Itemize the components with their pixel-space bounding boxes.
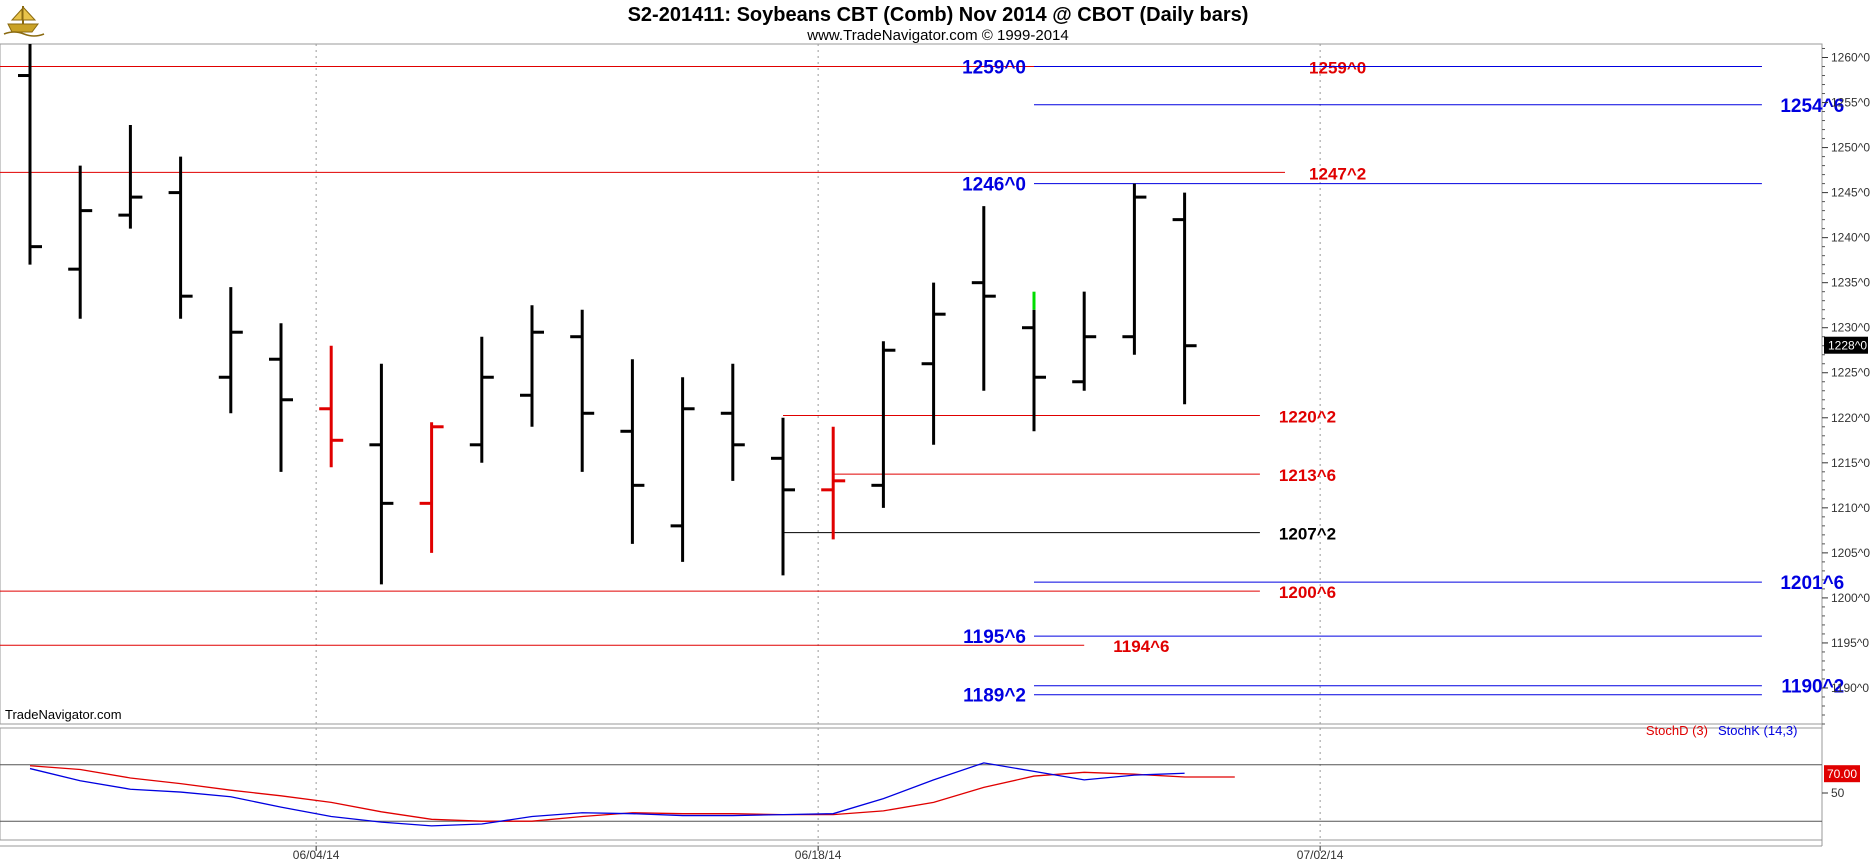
price-axis: 1260^0 1255^0 1250^0 1245^0 1240^0 1235^0 1230… [1822, 48, 1870, 725]
level-label: 1194^6 [1113, 637, 1169, 656]
ohlc-bar [670, 377, 695, 562]
golden-ship-icon [3, 5, 45, 37]
y-tick-label: 1200^0 [1831, 591, 1870, 605]
y-tick-label: 1230^0 [1831, 321, 1870, 335]
y-tick-label: 1195^0 [1831, 636, 1869, 650]
ohlc-bar [118, 125, 143, 229]
stochastic-panel: 50 70.00 StochK (14,3) StochD (3) [0, 723, 1860, 827]
price-levels: 1259^0 1259^0 1254^6 1247^2 1246^0 1220^2 1213… [0, 58, 1844, 707]
level-label: 1213^6 [1279, 466, 1336, 485]
ohlc-bar [771, 417, 795, 576]
y-tick-label: 1205^0 [1831, 546, 1870, 560]
ohlc-bar [1022, 309, 1046, 432]
y-tick-label: 1210^0 [1831, 501, 1870, 515]
y-tick-label: 1250^0 [1831, 141, 1870, 155]
level-label: 1259^0 [962, 58, 1026, 79]
y-tick-label: 1215^0 [1831, 456, 1870, 470]
header: S2-201411: Soybeans CBT (Comb) Nov 2014 … [3, 4, 1249, 44]
stoch-value-label: 70.00 [1827, 767, 1857, 781]
legend-stochd: StochD (3) [1646, 723, 1708, 738]
ohlc-bar [469, 336, 494, 463]
ohlc-bar [1172, 192, 1197, 405]
level-label: 1190^2 [1781, 677, 1844, 698]
ohlc-bar [620, 359, 645, 544]
level-label: 1200^6 [1279, 583, 1336, 602]
level-label: 1254^6 [1780, 96, 1844, 117]
legend-stochk: StochK (14,3) [1718, 723, 1798, 738]
stoch-value-badge [1824, 765, 1860, 783]
level-label: 1201^6 [1780, 573, 1844, 594]
y-tick-label: 1260^0 [1831, 51, 1870, 65]
ohlc-bar [269, 323, 293, 472]
ohlc-bar [570, 309, 595, 472]
chart-subtitle: www.TradeNavigator.com © 1999-2014 [806, 27, 1068, 44]
price-bars [18, 44, 1197, 585]
x-tick-label: 06/18/14 [795, 848, 842, 862]
ohlc-bar [971, 206, 996, 391]
last-price-label: 1228^0 [1828, 339, 1867, 353]
ohlc-bar [1072, 291, 1097, 391]
ohlc-bar [720, 363, 745, 481]
level-label: 1195^6 [963, 627, 1026, 648]
ohlc-bar [1122, 183, 1147, 355]
y-tick-label: 1225^0 [1831, 366, 1870, 380]
watermark: TradeNavigator.com [5, 707, 122, 722]
last-price-badge [1824, 336, 1868, 354]
ohlc-bar [218, 287, 243, 414]
ohlc-bar [68, 165, 93, 319]
stoch-series-line [29, 762, 1185, 827]
y-tick-label: 1220^0 [1831, 411, 1870, 425]
chart-title: S2-201411: Soybeans CBT (Comb) Nov 2014 … [628, 4, 1249, 26]
x-tick-label: 06/04/14 [293, 848, 340, 862]
y-tick-label: 1245^0 [1831, 186, 1870, 200]
y-tick-label: 1240^0 [1831, 231, 1870, 245]
level-label: 1189^2 [963, 686, 1026, 707]
ohlc-bar [18, 44, 42, 265]
y-tick-label: 1255^0 [1831, 96, 1870, 110]
ohlc-bar [369, 363, 394, 585]
y-tick-label: 1235^0 [1831, 276, 1870, 290]
ohlc-bar [168, 156, 193, 319]
ohlc-bar [419, 422, 444, 553]
ohlc-bar [821, 426, 846, 540]
date-axis: 06/04/14 06/18/14 07/02/14 [0, 845, 1822, 862]
level-label: 1220^2 [1279, 408, 1336, 427]
x-tick-label: 07/02/14 [1297, 848, 1344, 862]
level-label: 1247^2 [1309, 164, 1366, 183]
level-label: 1246^0 [962, 175, 1026, 196]
ohlc-bar [319, 345, 344, 468]
ohlc-bar [520, 305, 544, 427]
stoch-tick-label: 50 [1831, 786, 1845, 800]
ohlc-bar [921, 282, 946, 445]
stoch-series-line [29, 765, 1235, 822]
y-tick-label: 1190^0 [1831, 681, 1869, 695]
level-label: 1259^0 [1309, 59, 1366, 78]
ohlc-bar [871, 341, 896, 508]
level-label: 1207^2 [1279, 525, 1336, 544]
